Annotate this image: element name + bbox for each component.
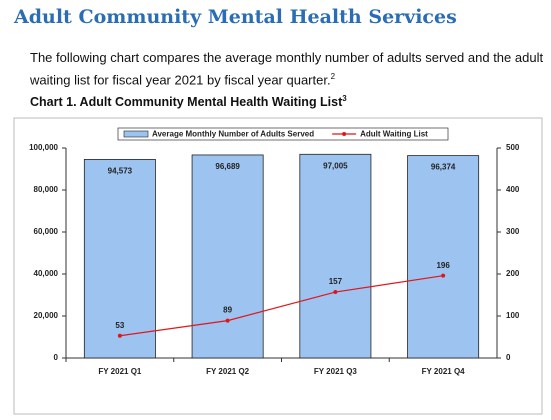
x-tick-label: FY 2021 Q3 — [314, 367, 358, 376]
y-tick-label: 20,000 — [34, 311, 59, 320]
data-label: 53 — [115, 321, 124, 330]
footnote-ref: 2 — [330, 72, 336, 81]
bar — [83, 158, 156, 359]
data-label: 96,689 — [215, 162, 240, 171]
chart-title-text: Chart 1. Adult Community Mental Health W… — [30, 95, 343, 110]
x-tick-label: FY 2021 Q4 — [422, 367, 466, 376]
y-tick-label: 80,000 — [34, 185, 59, 194]
paragraph-text: The following chart compares the average… — [30, 50, 544, 88]
y-tick-label: 40,000 — [34, 269, 59, 278]
y-tick-label: 100,000 — [29, 143, 58, 152]
y2-tick-label: 500 — [506, 143, 520, 152]
data-label: 96,374 — [431, 163, 456, 172]
page-title: Adult Community Mental Health Services — [14, 6, 457, 28]
bar — [407, 155, 480, 359]
data-label: 94,573 — [108, 167, 133, 176]
y-tick-label: 0 — [54, 353, 59, 362]
paragraph: The following chart compares the average… — [30, 48, 545, 89]
bar — [191, 154, 264, 359]
legend-box — [117, 127, 449, 141]
marker — [333, 290, 338, 295]
x-tick-label: FY 2021 Q2 — [206, 367, 250, 376]
data-label: 89 — [223, 306, 232, 315]
y2-tick-label: 300 — [506, 227, 520, 236]
y2-tick-label: 400 — [506, 185, 520, 194]
footnote-ref: 3 — [342, 94, 347, 103]
chart-frame — [13, 117, 543, 415]
data-label: 196 — [436, 261, 450, 270]
line — [119, 275, 444, 337]
x-tick-label: FY 2021 Q1 — [98, 367, 142, 376]
y2-tick-label: 100 — [506, 311, 520, 320]
data-label: 97,005 — [323, 161, 348, 170]
y2-tick-label: 200 — [506, 269, 520, 278]
y2-tick-label: 0 — [506, 353, 511, 362]
marker — [117, 333, 122, 338]
y-tick-label: 60,000 — [34, 227, 59, 236]
marker — [441, 273, 446, 278]
legend-marker — [342, 132, 347, 136]
legend-label: Average Monthly Number of Adults Served — [152, 130, 314, 139]
marker — [225, 318, 230, 323]
legend-label: Adult Waiting List — [360, 130, 428, 139]
data-label: 157 — [329, 277, 343, 286]
chart-title: Chart 1. Adult Community Mental Health W… — [30, 94, 347, 109]
legend-swatch — [123, 130, 149, 138]
bar — [299, 153, 372, 359]
